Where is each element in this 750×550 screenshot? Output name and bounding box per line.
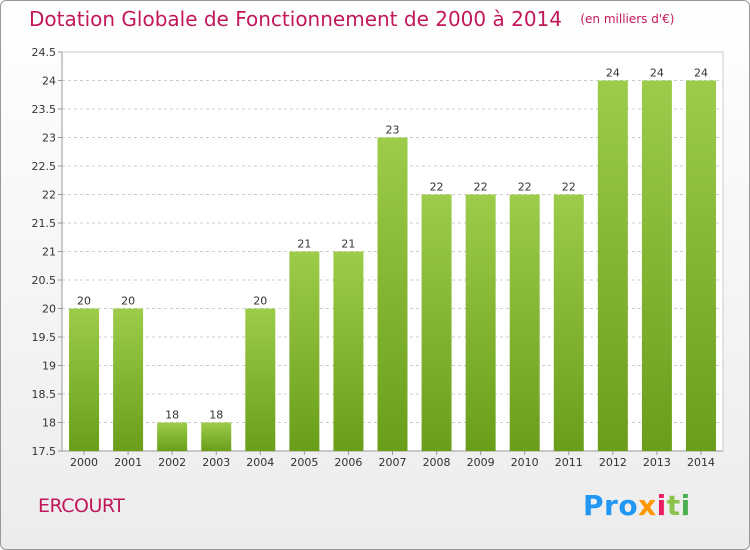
x-tick-label: 2007 bbox=[379, 456, 407, 469]
y-tick-label: 21.5 bbox=[32, 217, 57, 230]
x-tick-label: 2011 bbox=[555, 456, 583, 469]
data-label: 20 bbox=[121, 295, 135, 308]
bar bbox=[201, 422, 232, 451]
x-tick-label: 2008 bbox=[423, 456, 451, 469]
x-tick-label: 2006 bbox=[334, 456, 362, 469]
y-tick-label: 17.5 bbox=[32, 445, 57, 458]
chart-title-unit: (en milliers d'€) bbox=[580, 12, 675, 26]
x-tick-label: 2002 bbox=[158, 456, 186, 469]
y-tick-label: 22 bbox=[42, 189, 56, 202]
x-tick-label: 2009 bbox=[467, 456, 495, 469]
bar bbox=[641, 80, 672, 451]
x-tick-label: 2000 bbox=[70, 456, 98, 469]
y-tick-label: 19.5 bbox=[32, 331, 57, 344]
bar bbox=[421, 194, 452, 451]
x-tick-label: 2013 bbox=[643, 456, 671, 469]
logo-part-2: x bbox=[638, 489, 657, 522]
x-tick-label: 2003 bbox=[202, 456, 230, 469]
y-tick-label: 23 bbox=[42, 132, 56, 145]
bar bbox=[289, 251, 320, 451]
data-label: 24 bbox=[650, 67, 664, 80]
chart-title-main: Dotation Globale de Fonctionnement de 20… bbox=[29, 7, 562, 31]
data-label: 21 bbox=[297, 238, 311, 251]
x-tick-label: 2014 bbox=[687, 456, 715, 469]
data-label: 24 bbox=[606, 67, 620, 80]
logo-part-3: i bbox=[656, 489, 667, 522]
bar bbox=[245, 308, 276, 451]
data-label: 18 bbox=[165, 409, 179, 422]
x-tick-label: 2010 bbox=[511, 456, 539, 469]
y-tick-label: 23.5 bbox=[32, 103, 57, 116]
data-label: 20 bbox=[77, 295, 91, 308]
logo-part-5: i bbox=[680, 489, 691, 522]
data-label: 22 bbox=[430, 181, 444, 194]
y-tick-label: 22.5 bbox=[32, 160, 57, 173]
data-label: 23 bbox=[386, 124, 400, 137]
bar bbox=[333, 251, 364, 451]
y-tick-label: 24 bbox=[42, 75, 56, 88]
data-label: 22 bbox=[562, 181, 576, 194]
logo-part-4: t bbox=[666, 489, 681, 522]
logo-part-1: Pro bbox=[583, 489, 639, 522]
proxiti-logo[interactable]: Proxiti bbox=[583, 489, 691, 522]
data-label: 21 bbox=[341, 238, 355, 251]
bar bbox=[465, 194, 496, 451]
bar bbox=[69, 308, 100, 451]
data-label: 22 bbox=[518, 181, 532, 194]
y-tick-label: 18.5 bbox=[32, 388, 57, 401]
bar bbox=[597, 80, 628, 451]
bar bbox=[509, 194, 540, 451]
data-label: 20 bbox=[253, 295, 267, 308]
data-label: 22 bbox=[474, 181, 488, 194]
y-tick-label: 19 bbox=[42, 360, 56, 373]
x-tick-label: 2012 bbox=[599, 456, 627, 469]
y-tick-label: 20.5 bbox=[32, 274, 57, 287]
y-tick-label: 24.5 bbox=[32, 46, 57, 59]
data-label: 24 bbox=[694, 67, 708, 80]
x-tick-label: 2001 bbox=[114, 456, 142, 469]
bar bbox=[553, 194, 584, 451]
chart-title: Dotation Globale de Fonctionnement de 20… bbox=[29, 7, 674, 31]
commune-name: ERCOURT bbox=[38, 495, 125, 517]
x-tick-label: 2004 bbox=[246, 456, 274, 469]
bar bbox=[685, 80, 716, 451]
y-tick-label: 18 bbox=[42, 417, 56, 430]
y-tick-label: 21 bbox=[42, 246, 56, 259]
bar bbox=[377, 137, 408, 451]
y-tick-label: 20 bbox=[42, 303, 56, 316]
bar bbox=[113, 308, 144, 451]
bar bbox=[157, 422, 188, 451]
data-label: 18 bbox=[209, 409, 223, 422]
x-tick-label: 2005 bbox=[290, 456, 318, 469]
